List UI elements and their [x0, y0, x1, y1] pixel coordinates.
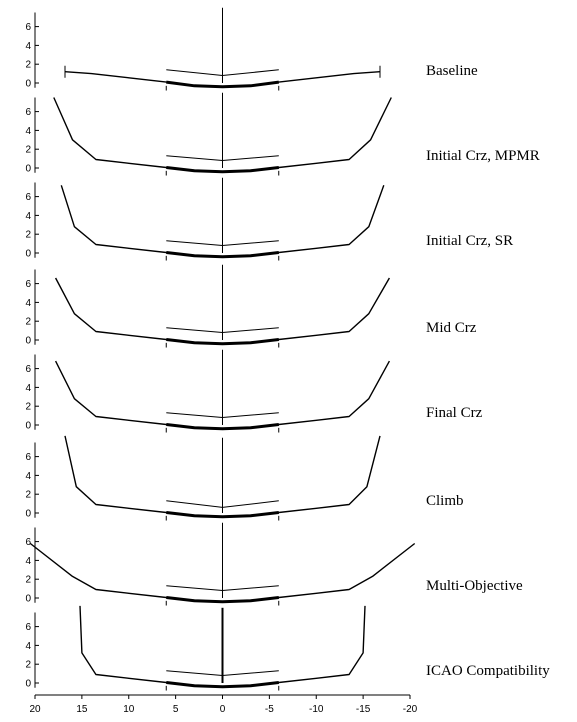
- y-tick-label: 0: [25, 594, 31, 605]
- fuselage-line: [166, 423, 279, 431]
- panel-label: Climb: [426, 493, 464, 509]
- tail-line: [166, 327, 279, 334]
- fuselage-line: [166, 681, 279, 689]
- tail-line: [166, 412, 279, 419]
- panel: 0 2 4 6 Multi-Objective: [25, 522, 523, 606]
- y-tick-label: 2: [25, 145, 31, 156]
- panel-label: Baseline: [426, 63, 478, 79]
- tail-line: [166, 155, 279, 162]
- panel-label: Mid Crz: [426, 320, 477, 336]
- tail-line: [166, 500, 279, 508]
- y-tick-label: 4: [25, 126, 31, 137]
- x-tick-label: -5: [265, 704, 274, 715]
- panel-label: Multi-Objective: [426, 578, 523, 594]
- x-tick-label: 20: [29, 704, 41, 715]
- tail-line: [166, 585, 279, 592]
- y-tick-label: 4: [25, 298, 31, 309]
- y-tick-label: 6: [25, 22, 31, 33]
- fuselage-line: [166, 80, 279, 89]
- y-tick-label: 0: [25, 79, 31, 90]
- tail-line: [166, 240, 279, 247]
- tail-line: [166, 69, 279, 77]
- y-tick-label: 0: [25, 509, 31, 520]
- y-tick-label: 4: [25, 41, 31, 52]
- y-tick-label: 2: [25, 402, 31, 413]
- y-tick-label: 4: [25, 383, 31, 394]
- panel-label: Final Crz: [426, 405, 483, 421]
- y-tick-label: 6: [25, 622, 31, 633]
- panel: 0 2 4 6 Final Crz: [25, 349, 483, 433]
- fuselage-line: [166, 338, 279, 346]
- x-tick-label: -15: [356, 704, 371, 715]
- panel-label: Initial Crz, SR: [426, 233, 513, 249]
- panel: 0 2 4 6 Baseline: [25, 7, 478, 91]
- chart-panels: 0 2 4 6 Baseline 0 2 4 6 Initial Crz, MPMR 0 2 4 6 Ini…: [25, 7, 550, 691]
- y-tick-label: 0: [25, 421, 31, 432]
- x-tick-label: 10: [123, 704, 135, 715]
- panel: 0 2 4 6 Initial Crz, MPMR: [25, 92, 540, 176]
- y-tick-label: 2: [25, 660, 31, 671]
- fuselage-line: [166, 511, 279, 519]
- y-tick-label: 2: [25, 317, 31, 328]
- y-tick-label: 0: [25, 249, 31, 260]
- y-tick-label: 0: [25, 164, 31, 175]
- fuselage-line: [166, 166, 279, 174]
- y-tick-label: 2: [25, 230, 31, 241]
- y-tick-label: 6: [25, 107, 31, 118]
- panel: 0 2 4 6 Mid Crz: [25, 264, 477, 348]
- panel-label: ICAO Compatibility: [426, 663, 550, 679]
- y-tick-label: 2: [25, 60, 31, 71]
- y-tick-label: 4: [25, 641, 31, 652]
- y-tick-label: 0: [25, 679, 31, 690]
- x-tick-label: -20: [403, 704, 418, 715]
- y-tick-label: 6: [25, 537, 31, 548]
- fuselage-line: [166, 251, 279, 259]
- y-tick-label: 0: [25, 336, 31, 347]
- x-tick-label: 0: [220, 704, 226, 715]
- x-tick-label: 15: [76, 704, 88, 715]
- y-tick-label: 6: [25, 364, 31, 375]
- panel: 0 2 4 6 ICAO Compatibility: [25, 605, 550, 691]
- y-tick-label: 6: [25, 452, 31, 463]
- y-tick-label: 6: [25, 279, 31, 290]
- panel: 0 2 4 6 Initial Crz, SR: [25, 177, 513, 261]
- x-axis: 20 15 10 5 0 -5 -10 -15 -20: [29, 694, 418, 715]
- y-tick-label: 4: [25, 556, 31, 567]
- y-tick-label: 4: [25, 211, 31, 222]
- panel-label: Initial Crz, MPMR: [426, 148, 540, 164]
- y-tick-label: 4: [25, 471, 31, 482]
- y-tick-label: 6: [25, 192, 31, 203]
- tail-line: [166, 670, 279, 677]
- x-tick-label: -10: [309, 704, 324, 715]
- y-tick-label: 2: [25, 575, 31, 586]
- y-tick-label: 2: [25, 490, 31, 501]
- fuselage-line: [166, 596, 279, 604]
- x-tick-label: 5: [173, 704, 179, 715]
- panel: 0 2 4 6 Climb: [25, 435, 464, 521]
